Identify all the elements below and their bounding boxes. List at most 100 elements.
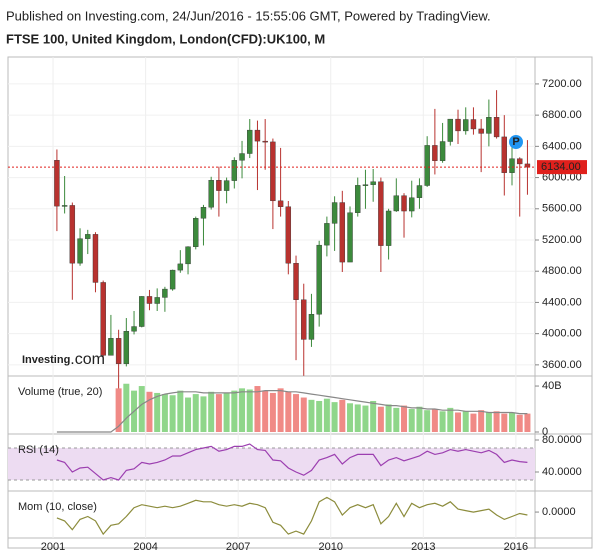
volume-bar [509, 412, 516, 432]
last-price-box [537, 160, 587, 175]
candle-body [200, 207, 207, 219]
candle-body [123, 331, 130, 365]
y-tick-label: 0 [542, 426, 548, 438]
candle-body [432, 145, 438, 161]
candle-body [216, 180, 222, 191]
volume-ma-line [56, 390, 528, 433]
volume-bar [447, 407, 454, 432]
candle-body [486, 117, 492, 134]
volume-bar [300, 397, 307, 432]
volume-bar [501, 413, 508, 432]
y-tick-label: 6400.00 [542, 140, 582, 152]
candle-body [347, 212, 353, 263]
candle-body [378, 181, 384, 246]
volume-bar [262, 390, 269, 432]
candle-body [277, 200, 284, 207]
x-tick-label: 2016 [504, 541, 528, 553]
y-tick-label: 6000.00 [542, 171, 582, 183]
y-tick-label: 5600.00 [542, 203, 582, 215]
candle-body [509, 158, 515, 173]
volume-bar [308, 399, 315, 432]
logo-suffix: .com [70, 351, 105, 368]
candle-body [77, 238, 83, 264]
candle-body [254, 129, 261, 142]
candle-body [177, 263, 184, 271]
logo-name: Investing [22, 354, 70, 366]
candle-body [501, 136, 507, 173]
candle-body [424, 145, 430, 186]
candle-body [370, 181, 376, 185]
candle-body [108, 338, 114, 356]
candle-body [470, 119, 477, 130]
volume-bar [161, 394, 168, 432]
volume-bar [239, 388, 246, 432]
candle-body [69, 205, 76, 264]
candle-body [131, 326, 137, 332]
volume-bar [478, 410, 485, 432]
volume-bar [401, 405, 408, 432]
volume-bar [154, 392, 161, 432]
indicator-line [56, 443, 528, 481]
x-tick-label: 2004 [133, 541, 157, 553]
candle-body [478, 128, 484, 134]
candle-body [393, 195, 400, 212]
candle-body [100, 282, 106, 356]
y-tick-label: 7200.00 [542, 78, 582, 90]
volume-bar [439, 411, 446, 432]
volume-bar [254, 386, 261, 432]
candle-body [85, 234, 91, 239]
y-tick-label: 3600.00 [542, 359, 582, 371]
volume-bar [192, 394, 199, 432]
volume-bar [231, 390, 238, 432]
y-tick-label: 0.0000 [542, 506, 576, 518]
candle-body [401, 195, 407, 212]
x-tick-label: 2013 [411, 541, 435, 553]
volume-bar [385, 404, 392, 432]
candle-body [355, 185, 361, 213]
candle-body [262, 140, 268, 143]
candle-body [193, 218, 199, 247]
candle-body [239, 153, 245, 161]
x-tick-label: 2001 [41, 541, 65, 553]
candle-body [146, 296, 153, 304]
volume-bar [362, 405, 369, 432]
volume-bar [470, 413, 477, 432]
volume-bar [277, 388, 284, 432]
volume-bar [416, 406, 423, 432]
volume-bar [393, 407, 400, 432]
candle-body [324, 223, 330, 246]
volume-bar [285, 391, 292, 432]
rsi-band [8, 448, 535, 480]
y-tick-label: 5200.00 [542, 234, 582, 246]
volume-bar [339, 399, 346, 432]
volume-bar [370, 400, 377, 432]
candle-body [308, 314, 315, 340]
x-tick-label: 2007 [226, 541, 250, 553]
logo: Investing.com [22, 351, 105, 368]
volume-bar [347, 403, 354, 432]
candle-body [139, 296, 145, 327]
candle-body [409, 197, 415, 212]
candle-body [231, 160, 238, 181]
candle-body [463, 119, 469, 132]
candle-body [447, 118, 454, 142]
candle-body [61, 205, 68, 207]
candle-body [455, 118, 461, 132]
candle-body [301, 299, 307, 340]
candle-body [247, 129, 253, 154]
candle-body [362, 184, 369, 186]
volume-bar [208, 391, 215, 432]
candle-body [223, 180, 230, 191]
candle-body [339, 202, 346, 263]
volume-bar [462, 411, 469, 432]
volume-bar [516, 414, 523, 432]
volume-bar [215, 394, 222, 432]
y-tick-label: 80.0000 [542, 434, 582, 446]
volume-bar [246, 389, 253, 432]
candle-body [92, 234, 99, 283]
volume-bar [269, 392, 276, 432]
candle-body [208, 180, 214, 208]
volume-bar [431, 409, 438, 432]
candle-body [331, 202, 338, 224]
